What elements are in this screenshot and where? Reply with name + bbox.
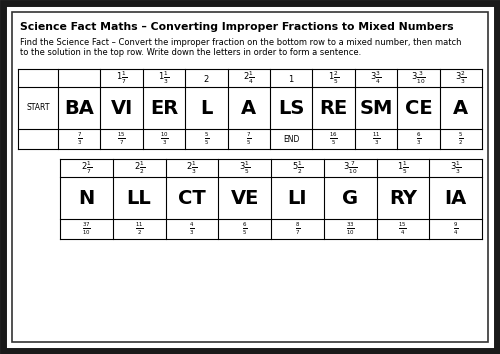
- Text: $3\frac{1}{5}$: $3\frac{1}{5}$: [239, 160, 250, 176]
- Text: A: A: [453, 98, 468, 118]
- Text: A: A: [241, 98, 256, 118]
- Text: $\frac{5}{5}$: $\frac{5}{5}$: [204, 131, 209, 147]
- Text: $\frac{15}{7}$: $\frac{15}{7}$: [117, 131, 126, 147]
- Text: $\frac{6}{5}$: $\frac{6}{5}$: [242, 221, 248, 237]
- Text: $\frac{10}{3}$: $\frac{10}{3}$: [160, 131, 168, 147]
- Text: $\frac{11}{3}$: $\frac{11}{3}$: [372, 131, 380, 147]
- Text: $2\frac{1}{4}$: $2\frac{1}{4}$: [244, 70, 254, 86]
- Text: $\frac{5}{2}$: $\frac{5}{2}$: [458, 131, 464, 147]
- Text: LI: LI: [288, 188, 307, 207]
- Text: $\frac{11}{2}$: $\frac{11}{2}$: [134, 221, 143, 237]
- Text: $\frac{7}{5}$: $\frac{7}{5}$: [246, 131, 252, 147]
- Text: $3\frac{2}{3}$: $3\frac{2}{3}$: [456, 70, 466, 86]
- Text: $5\frac{1}{2}$: $5\frac{1}{2}$: [292, 160, 303, 176]
- Text: BA: BA: [64, 98, 94, 118]
- Text: $\frac{7}{3}$: $\frac{7}{3}$: [76, 131, 82, 147]
- Text: $1\frac{1}{7}$: $1\frac{1}{7}$: [116, 70, 127, 86]
- Text: $\frac{6}{3}$: $\frac{6}{3}$: [416, 131, 421, 147]
- Text: $2\frac{1}{7}$: $2\frac{1}{7}$: [81, 160, 92, 176]
- Text: CE: CE: [404, 98, 432, 118]
- Text: LS: LS: [278, 98, 304, 118]
- Text: $1\frac{2}{5}$: $1\frac{2}{5}$: [328, 70, 339, 86]
- Text: $\frac{16}{5}$: $\frac{16}{5}$: [329, 131, 338, 147]
- Text: L: L: [200, 98, 212, 118]
- Text: ER: ER: [150, 98, 178, 118]
- Text: G: G: [342, 188, 358, 207]
- Text: $3\frac{3}{10}$: $3\frac{3}{10}$: [411, 70, 426, 86]
- Text: $3\frac{3}{4}$: $3\frac{3}{4}$: [370, 70, 382, 86]
- Text: $2$: $2$: [203, 73, 209, 84]
- Bar: [18, 69, 482, 149]
- Text: $\frac{15}{4}$: $\frac{15}{4}$: [398, 221, 407, 237]
- Text: $\frac{9}{4}$: $\frac{9}{4}$: [453, 221, 458, 237]
- Text: $\frac{37}{10}$: $\frac{37}{10}$: [82, 221, 91, 237]
- Text: $2\frac{1}{2}$: $2\frac{1}{2}$: [134, 160, 144, 176]
- Text: $3\frac{7}{10}$: $3\frac{7}{10}$: [342, 160, 357, 176]
- Text: START: START: [26, 103, 50, 113]
- Text: RY: RY: [389, 188, 417, 207]
- Text: $\frac{8}{7}$: $\frac{8}{7}$: [294, 221, 300, 237]
- Text: $1$: $1$: [288, 73, 294, 84]
- Text: VE: VE: [230, 188, 259, 207]
- Text: LL: LL: [127, 188, 152, 207]
- Text: $1\frac{1}{5}$: $1\frac{1}{5}$: [398, 160, 408, 176]
- Text: $1\frac{1}{3}$: $1\frac{1}{3}$: [158, 70, 170, 86]
- Text: SM: SM: [360, 98, 392, 118]
- Text: CT: CT: [178, 188, 206, 207]
- Text: $2\frac{1}{3}$: $2\frac{1}{3}$: [186, 160, 198, 176]
- Text: to the solution in the top row. Write down the letters in order to form a senten: to the solution in the top row. Write do…: [20, 48, 361, 57]
- Text: VI: VI: [110, 98, 132, 118]
- Text: $\frac{33}{10}$: $\frac{33}{10}$: [346, 221, 354, 237]
- Text: $\frac{4}{3}$: $\frac{4}{3}$: [189, 221, 194, 237]
- Text: $3\frac{1}{3}$: $3\frac{1}{3}$: [450, 160, 461, 176]
- Text: RE: RE: [320, 98, 347, 118]
- Text: END: END: [283, 135, 300, 143]
- Text: N: N: [78, 188, 94, 207]
- Text: IA: IA: [444, 188, 467, 207]
- Bar: [60, 159, 482, 239]
- Text: Find the Science Fact – Convert the improper fraction on the bottom row to a mix: Find the Science Fact – Convert the impr…: [20, 38, 462, 47]
- Text: Science Fact Maths – Converting Improper Fractions to Mixed Numbers: Science Fact Maths – Converting Improper…: [20, 22, 454, 32]
